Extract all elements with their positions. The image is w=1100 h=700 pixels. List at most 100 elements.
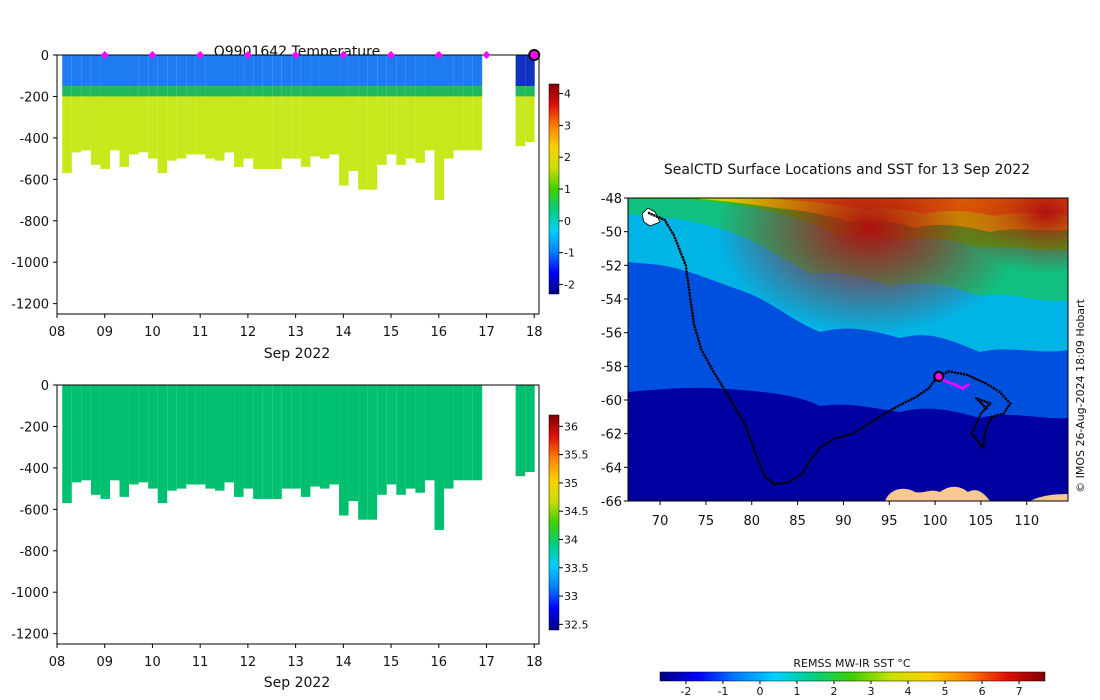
temperature-profile-deep [444, 96, 454, 159]
recent-track-point [944, 379, 948, 384]
surface-marker [196, 51, 205, 59]
track-point [973, 377, 977, 380]
temperature-profile-surface [148, 55, 158, 87]
temperature-profile-deep [405, 96, 416, 159]
temperature-profile-thermocline [367, 86, 378, 97]
temperature-profile-deep [129, 96, 139, 155]
track-point [859, 427, 863, 430]
x-tick-label: 09 [96, 655, 113, 670]
track-point [680, 253, 683, 256]
recent-track-point [958, 385, 962, 389]
temperature-profile-thermocline [377, 86, 387, 97]
track-point [979, 379, 982, 383]
track-point [1006, 399, 1010, 403]
track-point [798, 474, 801, 478]
track-point [959, 372, 963, 375]
track-point [983, 431, 987, 435]
salinity-profile [186, 385, 196, 485]
track-point [944, 371, 948, 374]
recent-track-point [956, 384, 960, 388]
longitude-tick-label: 100 [923, 514, 948, 529]
salinity-profile [434, 385, 445, 531]
temperature-profile-deep [234, 96, 244, 167]
track-point [668, 226, 671, 229]
sst-colorbar-tick-label: 0 [756, 685, 763, 698]
track-point [726, 392, 729, 396]
temperature-profile-deep [195, 96, 206, 155]
salinity-profile [129, 385, 139, 485]
track-point [706, 359, 709, 362]
temperature-profile-surface [377, 55, 387, 87]
track-point [757, 459, 760, 463]
track-point [759, 465, 763, 468]
track-point [748, 435, 751, 438]
temperature-profile-thermocline [157, 86, 168, 97]
track-point [721, 385, 724, 388]
track-point [687, 288, 691, 292]
map-frame [627, 197, 1069, 502]
track-point [671, 231, 674, 234]
track-point [985, 406, 988, 410]
track-point [815, 450, 819, 454]
track-point [685, 270, 688, 273]
track-point [709, 364, 712, 368]
track-point [999, 413, 1003, 416]
track-point [755, 454, 758, 457]
salinity-profile [176, 385, 187, 489]
track-point [707, 361, 711, 365]
colorbar-tick-label: 1 [564, 183, 571, 196]
y-tick-label: -400 [19, 462, 49, 477]
track-point [980, 399, 984, 402]
temperature-profile-surface [243, 55, 254, 87]
track-point [989, 385, 993, 388]
salinity-profile [300, 385, 311, 497]
track-point [724, 390, 727, 393]
sst-colorbar-tick-label: 1 [793, 685, 800, 698]
temperature-profile-surface [119, 55, 130, 87]
track-point [745, 426, 748, 430]
track-point [947, 370, 951, 373]
latitude-tick-label: -56 [601, 327, 622, 342]
map-title: SealCTD Surface Locations and SST for 13… [664, 162, 1030, 178]
longitude-tick-label: 90 [835, 514, 852, 529]
colorbar-tick-label: 32.5 [564, 618, 589, 631]
track-point [678, 247, 681, 251]
salinity-profiles [62, 385, 535, 531]
temperature-profile-thermocline [515, 86, 526, 97]
longitude-tick-label: 80 [743, 514, 760, 529]
temperature-profile-surface [291, 55, 301, 87]
temperature-profile-thermocline [300, 86, 311, 97]
track-point [686, 279, 690, 282]
temperature-profile-surface [405, 55, 416, 87]
track-point [682, 258, 685, 262]
track-point [907, 399, 910, 403]
y-tick-label: -600 [19, 503, 49, 518]
track-point [676, 244, 680, 248]
track-point [778, 482, 782, 485]
temperature-profile-deep [525, 96, 535, 143]
track-point [910, 398, 913, 401]
track-point [691, 311, 694, 315]
temperature-colorbar [548, 83, 560, 295]
track-point [883, 412, 886, 415]
temperature-profile-deep [319, 96, 330, 159]
track-point [978, 415, 981, 418]
track-point [688, 291, 691, 295]
latitude-tick-label: -64 [601, 461, 622, 476]
temperature-profile-surface [310, 55, 320, 87]
salinity-profile [167, 385, 177, 491]
track-point [981, 380, 985, 384]
track-point [768, 479, 772, 483]
track-point [647, 211, 651, 215]
longitude-tick-label: 95 [881, 514, 898, 529]
salinity-profile [405, 385, 416, 489]
temperature-profile-surface [444, 55, 454, 87]
track-point [692, 323, 696, 326]
track-point [981, 410, 985, 413]
track-point [781, 481, 785, 485]
surface-marker [291, 51, 300, 59]
colorbar-tick-label: 0 [564, 215, 571, 228]
track-point [732, 403, 735, 406]
track-point [1005, 407, 1009, 410]
sst-colorbar-ticks: -2 -1 0 1 2 3 4 5 6 7 [680, 681, 1023, 698]
